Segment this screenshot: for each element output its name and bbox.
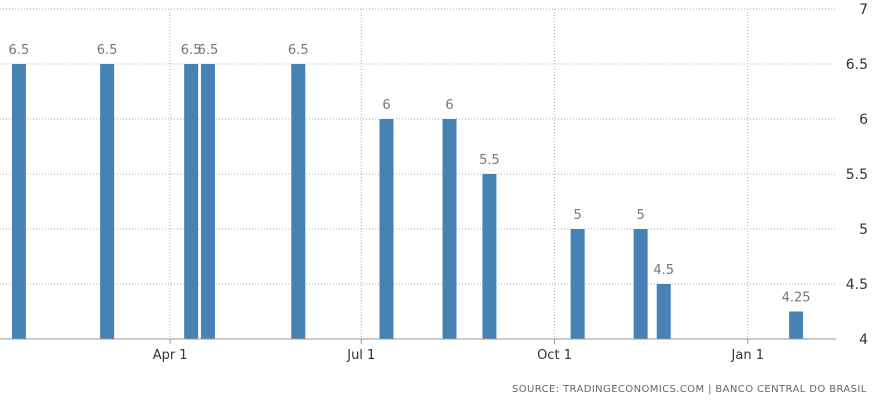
data-label: 6.5: [181, 43, 202, 58]
y-axis-tick-labels: 4 4.5 5 5.5 6 6.5 7: [846, 2, 868, 348]
data-label: 5: [573, 208, 581, 223]
vertical-gridlines: [169, 9, 749, 344]
y-tick-label: 4.5: [846, 277, 868, 293]
horizontal-gridlines: [0, 8, 836, 285]
x-tick-label: Oct 1: [537, 348, 572, 363]
bar: [656, 284, 671, 339]
x-axis-tick-labels: Apr 1 Jul 1 Oct 1 Jan 1: [153, 348, 764, 363]
bar-series: [11, 64, 804, 339]
bar: [200, 64, 215, 339]
y-tick-label: 5: [859, 222, 868, 238]
bar: [100, 64, 115, 339]
data-label: 6.5: [198, 43, 219, 58]
data-label: 5.5: [479, 153, 500, 168]
y-tick-label: 7: [859, 2, 868, 18]
bar: [379, 119, 394, 339]
data-label: 6.5: [288, 43, 309, 58]
y-tick-label: 6.5: [846, 57, 868, 73]
x-tick-label: Apr 1: [153, 348, 188, 363]
bar: [11, 64, 26, 339]
bar: [482, 174, 497, 339]
data-label: 4.5: [653, 263, 674, 278]
data-label: 6: [382, 98, 390, 113]
bar: [633, 229, 648, 339]
bar: [184, 64, 199, 339]
data-label: 6.5: [97, 43, 118, 58]
data-label: 4.25: [782, 291, 811, 306]
source-note: SOURCE: TRADINGECONOMICS.COM | BANCO CEN…: [512, 384, 867, 395]
y-tick-label: 6: [859, 112, 868, 128]
bar: [442, 119, 457, 339]
bar: [789, 311, 804, 339]
data-labels: 6.5 6.5 6.56.5 6.56 65.55 54.54.25: [9, 43, 811, 306]
y-tick-label: 4: [859, 332, 868, 348]
x-tick-label: Jan 1: [731, 348, 764, 363]
bar: [570, 229, 585, 339]
bar: [291, 64, 306, 339]
data-label: 6.5: [9, 43, 30, 58]
y-tick-label: 5.5: [846, 167, 868, 183]
x-tick-label: Jul 1: [346, 348, 375, 363]
data-label: 5: [637, 208, 645, 223]
data-label: 6: [445, 98, 453, 113]
